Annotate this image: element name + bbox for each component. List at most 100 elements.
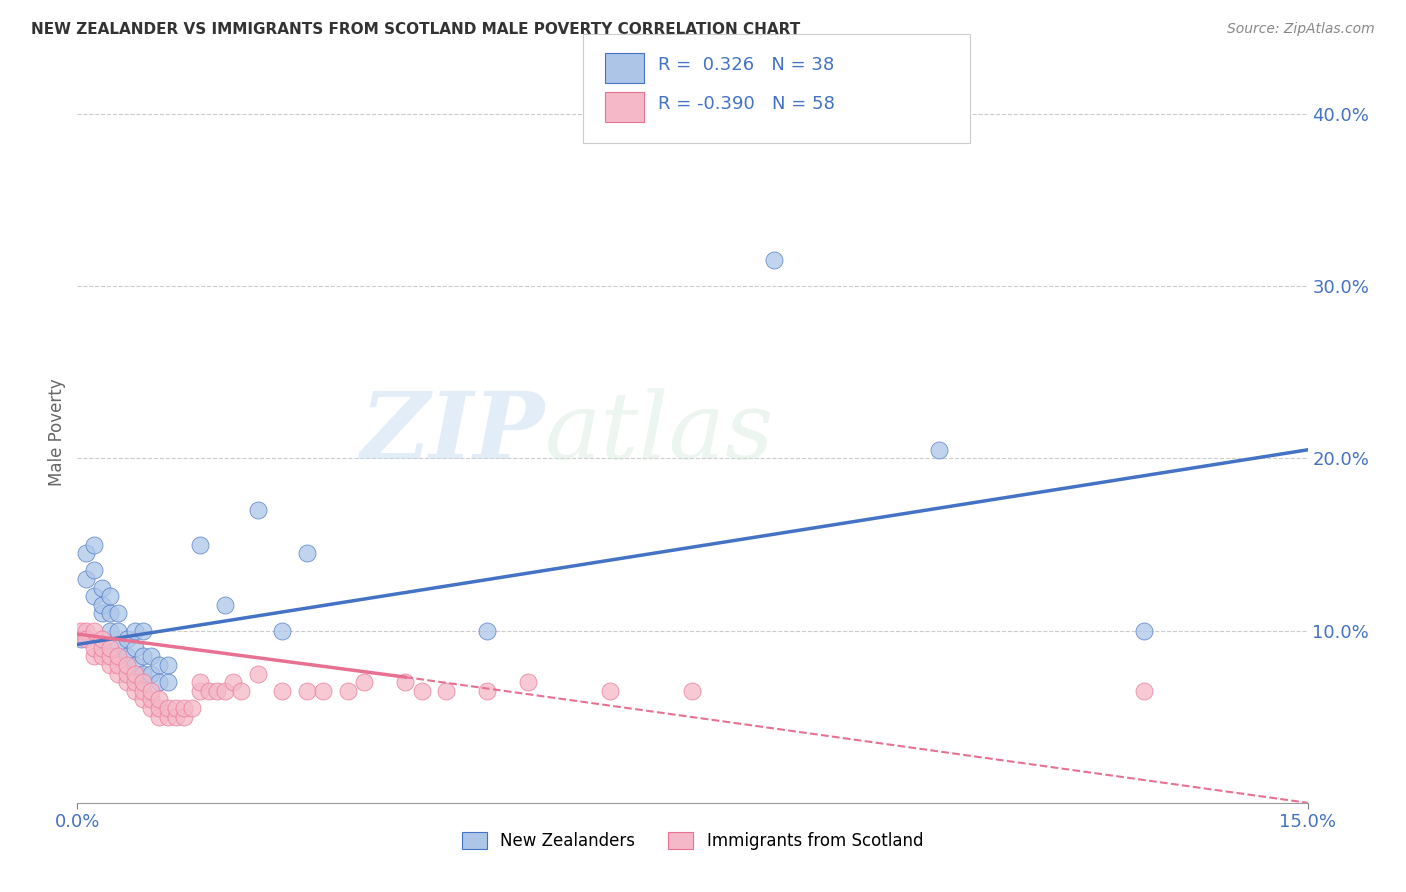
- Point: [124, 624, 146, 638]
- Point: [83, 537, 105, 551]
- Point: [394, 675, 416, 690]
- Point: [115, 675, 138, 690]
- Point: [115, 658, 138, 673]
- Point: [205, 684, 228, 698]
- Point: [124, 666, 146, 681]
- Point: [337, 684, 360, 698]
- Point: [165, 709, 187, 723]
- Point: [90, 632, 114, 647]
- Point: [246, 666, 269, 681]
- Point: [132, 692, 155, 706]
- Point: [70, 624, 93, 638]
- Point: [75, 632, 97, 647]
- Point: [156, 675, 179, 690]
- Point: [353, 675, 375, 690]
- Text: NEW ZEALANDER VS IMMIGRANTS FROM SCOTLAND MALE POVERTY CORRELATION CHART: NEW ZEALANDER VS IMMIGRANTS FROM SCOTLAN…: [31, 22, 800, 37]
- Point: [1132, 624, 1154, 638]
- Point: [156, 658, 179, 673]
- Point: [141, 701, 163, 715]
- Legend: New Zealanders, Immigrants from Scotland: New Zealanders, Immigrants from Scotland: [461, 832, 924, 850]
- Point: [477, 684, 499, 698]
- Point: [148, 709, 170, 723]
- Point: [132, 675, 155, 690]
- Point: [312, 684, 335, 698]
- Point: [141, 666, 163, 681]
- Point: [132, 649, 155, 664]
- Point: [83, 624, 105, 638]
- Point: [107, 624, 129, 638]
- Point: [98, 589, 121, 603]
- Point: [928, 442, 950, 457]
- Point: [83, 563, 105, 577]
- Point: [214, 684, 236, 698]
- Point: [188, 675, 212, 690]
- Point: [75, 572, 97, 586]
- Text: ZIP: ZIP: [360, 388, 546, 477]
- Point: [98, 658, 121, 673]
- Point: [98, 649, 121, 664]
- Point: [90, 640, 114, 655]
- Point: [148, 675, 170, 690]
- Point: [1132, 684, 1154, 698]
- Point: [115, 649, 138, 664]
- Point: [124, 684, 146, 698]
- Point: [90, 598, 114, 612]
- Point: [173, 709, 195, 723]
- Text: atlas: atlas: [546, 388, 775, 477]
- Point: [132, 666, 155, 681]
- Point: [411, 684, 433, 698]
- Point: [132, 684, 155, 698]
- Point: [90, 649, 114, 664]
- Point: [107, 658, 129, 673]
- Point: [141, 692, 163, 706]
- Point: [132, 624, 155, 638]
- Point: [141, 649, 163, 664]
- Point: [188, 684, 212, 698]
- Point: [165, 701, 187, 715]
- Point: [599, 684, 621, 698]
- Point: [124, 675, 146, 690]
- Point: [271, 624, 294, 638]
- Point: [107, 666, 129, 681]
- Point: [222, 675, 245, 690]
- Point: [148, 692, 170, 706]
- Text: R =  0.326   N = 38: R = 0.326 N = 38: [658, 56, 834, 74]
- Point: [173, 701, 195, 715]
- Point: [295, 684, 318, 698]
- Point: [271, 684, 294, 698]
- Point: [148, 658, 170, 673]
- Point: [246, 503, 269, 517]
- Point: [436, 684, 458, 698]
- Point: [107, 640, 129, 655]
- Point: [181, 701, 204, 715]
- Point: [98, 640, 121, 655]
- Point: [107, 607, 129, 621]
- Text: R = -0.390   N = 58: R = -0.390 N = 58: [658, 95, 835, 113]
- Point: [115, 632, 138, 647]
- Point: [156, 709, 179, 723]
- Point: [124, 658, 146, 673]
- Point: [477, 624, 499, 638]
- Point: [188, 537, 212, 551]
- Point: [75, 546, 97, 560]
- Point: [107, 649, 129, 664]
- Point: [763, 253, 786, 268]
- Point: [517, 675, 540, 690]
- Point: [83, 640, 105, 655]
- Point: [214, 598, 236, 612]
- Point: [148, 701, 170, 715]
- Y-axis label: Male Poverty: Male Poverty: [48, 379, 66, 486]
- Point: [98, 607, 121, 621]
- Point: [75, 624, 97, 638]
- Point: [98, 624, 121, 638]
- Text: Source: ZipAtlas.com: Source: ZipAtlas.com: [1227, 22, 1375, 37]
- Point: [141, 684, 163, 698]
- Point: [231, 684, 253, 698]
- Point: [70, 632, 93, 647]
- Point: [90, 607, 114, 621]
- Point: [124, 640, 146, 655]
- Point: [115, 666, 138, 681]
- Point: [83, 649, 105, 664]
- Point: [156, 701, 179, 715]
- Point: [295, 546, 318, 560]
